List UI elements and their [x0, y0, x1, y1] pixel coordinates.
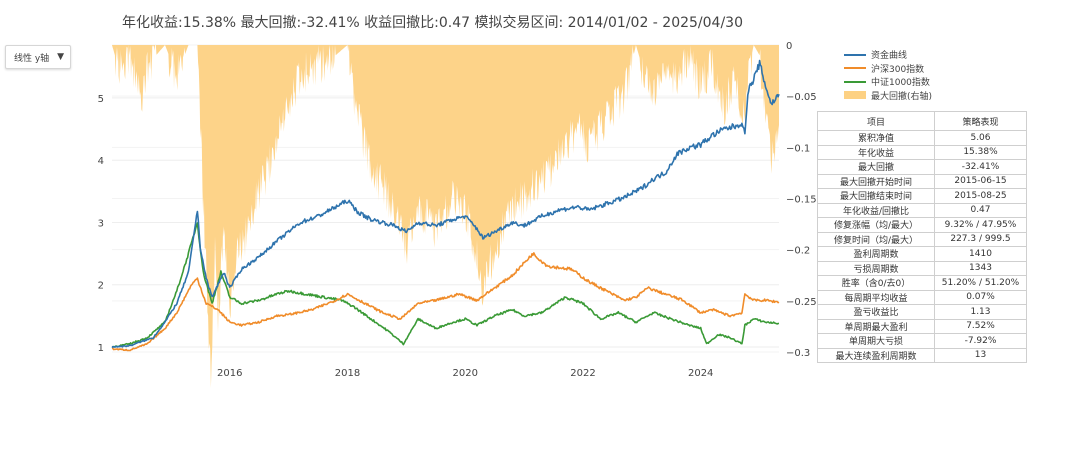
legend-item-drawdown[interactable]: 最大回撤(右轴) — [844, 89, 932, 102]
legend-swatch-equity — [844, 53, 866, 56]
stats-cell-value: 5.06 — [934, 130, 1027, 146]
stats-row: 修复涨幅（均/最大） 9.32% / 47.95% — [817, 217, 1027, 233]
stats-header-value: 策略表现 — [934, 111, 1027, 131]
y-left-tick-label: 3 — [98, 218, 104, 229]
stats-cell-value: 1.13 — [934, 304, 1027, 320]
stats-cell-value: 9.32% / 47.95% — [934, 217, 1027, 233]
y-right-tick-label: −0.1 — [786, 143, 810, 154]
stats-cell-value: -7.92% — [934, 333, 1027, 349]
stats-cell-item: 每周期平均收益 — [817, 289, 935, 305]
stats-cell-value: 2015-06-15 — [934, 173, 1027, 189]
stats-cell-value: 15.38% — [934, 144, 1027, 160]
y-left-tick-label: 5 — [98, 94, 104, 105]
y-right-tick-label: −0.15 — [786, 195, 817, 206]
legend-label-zz1000: 中证1000指数 — [871, 78, 930, 88]
zz1000-line — [112, 222, 780, 348]
hs300-line — [111, 252, 780, 352]
chevron-down-icon: ▼ — [57, 52, 64, 62]
stats-cell-item: 年化收益/回撤比 — [817, 202, 935, 218]
legend-label-drawdown: 最大回撤(右轴) — [871, 91, 933, 102]
y-left-tick-label: 4 — [98, 156, 104, 167]
x-tick-label: 2022 — [570, 368, 595, 379]
stats-cell-item: 年化收益 — [817, 144, 935, 160]
stats-cell-item: 修复涨幅（均/最大） — [817, 217, 935, 233]
legend-label-equity: 资金曲线 — [871, 51, 908, 61]
stats-row: 年化收益/回撤比 0.47 — [817, 202, 1027, 218]
stats-row: 修复时间（均/最大） 227.3 / 999.5 — [817, 231, 1027, 247]
stats-cell-item: 单周期最大盈利 — [817, 318, 935, 334]
drawdown-area — [112, 45, 779, 388]
x-tick-label: 2018 — [335, 368, 360, 379]
legend-swatch-zz1000 — [844, 80, 866, 83]
legend-item-zz1000[interactable]: 中证1000指数 — [844, 75, 932, 88]
stats-cell-item: 亏损周期数 — [817, 260, 935, 276]
stats-cell-value: 7.52% — [934, 318, 1027, 334]
stats-cell-value: 227.3 / 999.5 — [934, 231, 1027, 247]
stats-cell-item: 盈亏收益比 — [817, 304, 935, 320]
chart-title: 年化收益:15.38% 最大回撤:-32.41% 收益回撤比:0.47 模拟交易… — [122, 15, 743, 31]
stats-row: 盈亏收益比 1.13 — [817, 304, 1027, 320]
y-right-tick-label: −0.05 — [786, 92, 817, 103]
stats-row: 盈利周期数 1410 — [817, 246, 1027, 262]
equity-line — [111, 59, 780, 349]
x-tick-label: 2016 — [217, 368, 242, 379]
stats-header-row: 项目 策略表现 — [817, 111, 1027, 131]
stats-cell-item: 胜率（含0/去0） — [817, 275, 935, 291]
stats-cell-value: 13 — [934, 347, 1027, 363]
stats-row: 单周期最大盈利 7.52% — [817, 318, 1027, 334]
stats-cell-value: 51.20% / 51.20% — [934, 275, 1027, 291]
y-right-tick-label: −0.25 — [786, 297, 817, 308]
stats-cell-item: 最大回撤结束时间 — [817, 188, 935, 204]
stats-cell-value: 1410 — [934, 246, 1027, 262]
y-right-tick-label: −0.2 — [786, 246, 810, 257]
stats-cell-item: 单周期大亏损 — [817, 333, 935, 349]
legend-swatch-drawdown — [844, 91, 866, 99]
stats-table: 项目 策略表现 累积净值 5.06 年化收益 15.38% 最大回撤 -32.41% 最大回… — [817, 111, 1027, 363]
stats-row: 最大连续盈利周期数 13 — [817, 347, 1027, 363]
stats-cell-value: 0.07% — [934, 289, 1027, 305]
stats-cell-item: 最大连续盈利周期数 — [817, 347, 935, 363]
x-tick-label: 2020 — [452, 368, 477, 379]
stats-row: 年化收益 15.38% — [817, 144, 1027, 160]
stats-cell-item: 最大回撤开始时间 — [817, 173, 935, 189]
stats-row: 最大回撤开始时间 2015-06-15 — [817, 173, 1027, 189]
stats-row: 单周期大亏损 -7.92% — [817, 333, 1027, 349]
stats-cell-item: 修复时间（均/最大） — [817, 231, 935, 247]
stats-row: 亏损周期数 1343 — [817, 260, 1027, 276]
stats-row: 最大回撤 -32.41% — [817, 159, 1027, 175]
y-right-tick-label: 0 — [786, 41, 792, 52]
y-left-tick-label: 2 — [98, 281, 104, 292]
stats-cell-value: -32.41% — [934, 159, 1027, 175]
legend-item-equity[interactable]: 资金曲线 — [844, 48, 932, 61]
stats-cell-item: 最大回撤 — [817, 159, 935, 175]
legend-item-hs300[interactable]: 沪深300指数 — [844, 62, 932, 75]
x-tick-label: 2024 — [688, 368, 713, 379]
stats-cell-item: 盈利周期数 — [817, 246, 935, 262]
stats-cell-item: 累积净值 — [817, 130, 935, 146]
stats-cell-value: 2015-08-25 — [934, 188, 1027, 204]
y-left-tick-label: 1 — [98, 343, 104, 354]
stats-row: 每周期平均收益 0.07% — [817, 289, 1027, 305]
stats-row: 累积净值 5.06 — [817, 130, 1027, 146]
y-right-tick-label: −0.3 — [786, 348, 810, 359]
stats-cell-value: 1343 — [934, 260, 1027, 276]
legend-label-hs300: 沪深300指数 — [871, 64, 925, 75]
y-axis-scale-label: 线性 y轴 — [14, 53, 50, 64]
stats-cell-value: 0.47 — [934, 202, 1027, 218]
chart-legend: 资金曲线 沪深300指数 中证1000指数 最大回撤(右轴) — [844, 48, 932, 102]
legend-swatch-hs300 — [844, 67, 866, 69]
stats-row: 胜率（含0/去0） 51.20% / 51.20% — [817, 275, 1027, 291]
stats-row: 最大回撤结束时间 2015-08-25 — [817, 188, 1027, 204]
y-axis-scale-dropdown[interactable]: 线性 y轴 ▼ — [5, 45, 71, 69]
stats-header-item: 项目 — [817, 111, 935, 131]
